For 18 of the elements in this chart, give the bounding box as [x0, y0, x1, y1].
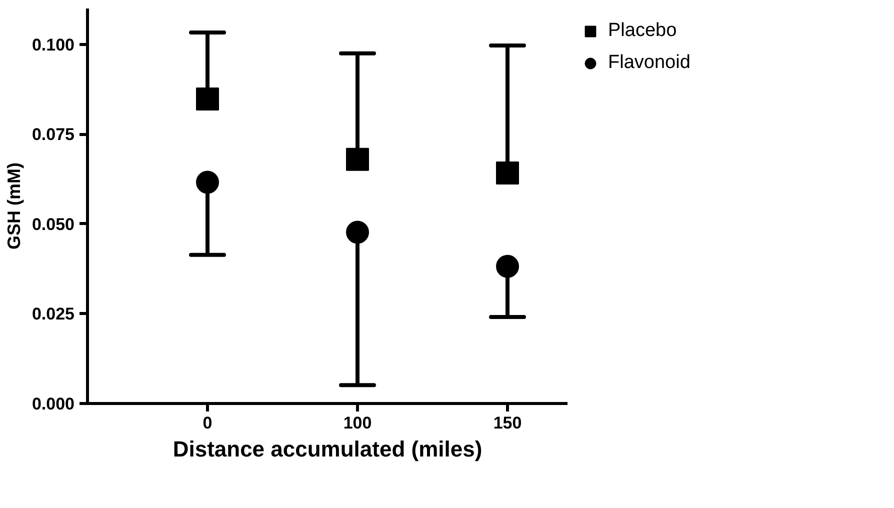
y-tick-label: 0.025 [32, 304, 75, 324]
point [196, 170, 219, 194]
legend-label: Flavonoid [608, 52, 690, 74]
point [496, 161, 519, 184]
point [196, 87, 219, 110]
y-tick-label: 0.100 [32, 35, 75, 54]
x-tick-label: 150 [493, 414, 522, 432]
point [496, 254, 519, 278]
y-tick-label: 0.050 [32, 214, 75, 234]
point [346, 148, 369, 171]
y-tick-label: 0.000 [32, 394, 75, 414]
x-axis-title: Distance accumulated (miles) [172, 436, 482, 462]
legend-label: Placebo [608, 20, 677, 42]
y-tick-label: 0.075 [32, 125, 75, 144]
y-axis-title: GSH (mM) [4, 162, 24, 250]
x-tick-label: 100 [343, 414, 372, 432]
point [346, 220, 369, 244]
x-tick-label: 0 [202, 414, 212, 432]
